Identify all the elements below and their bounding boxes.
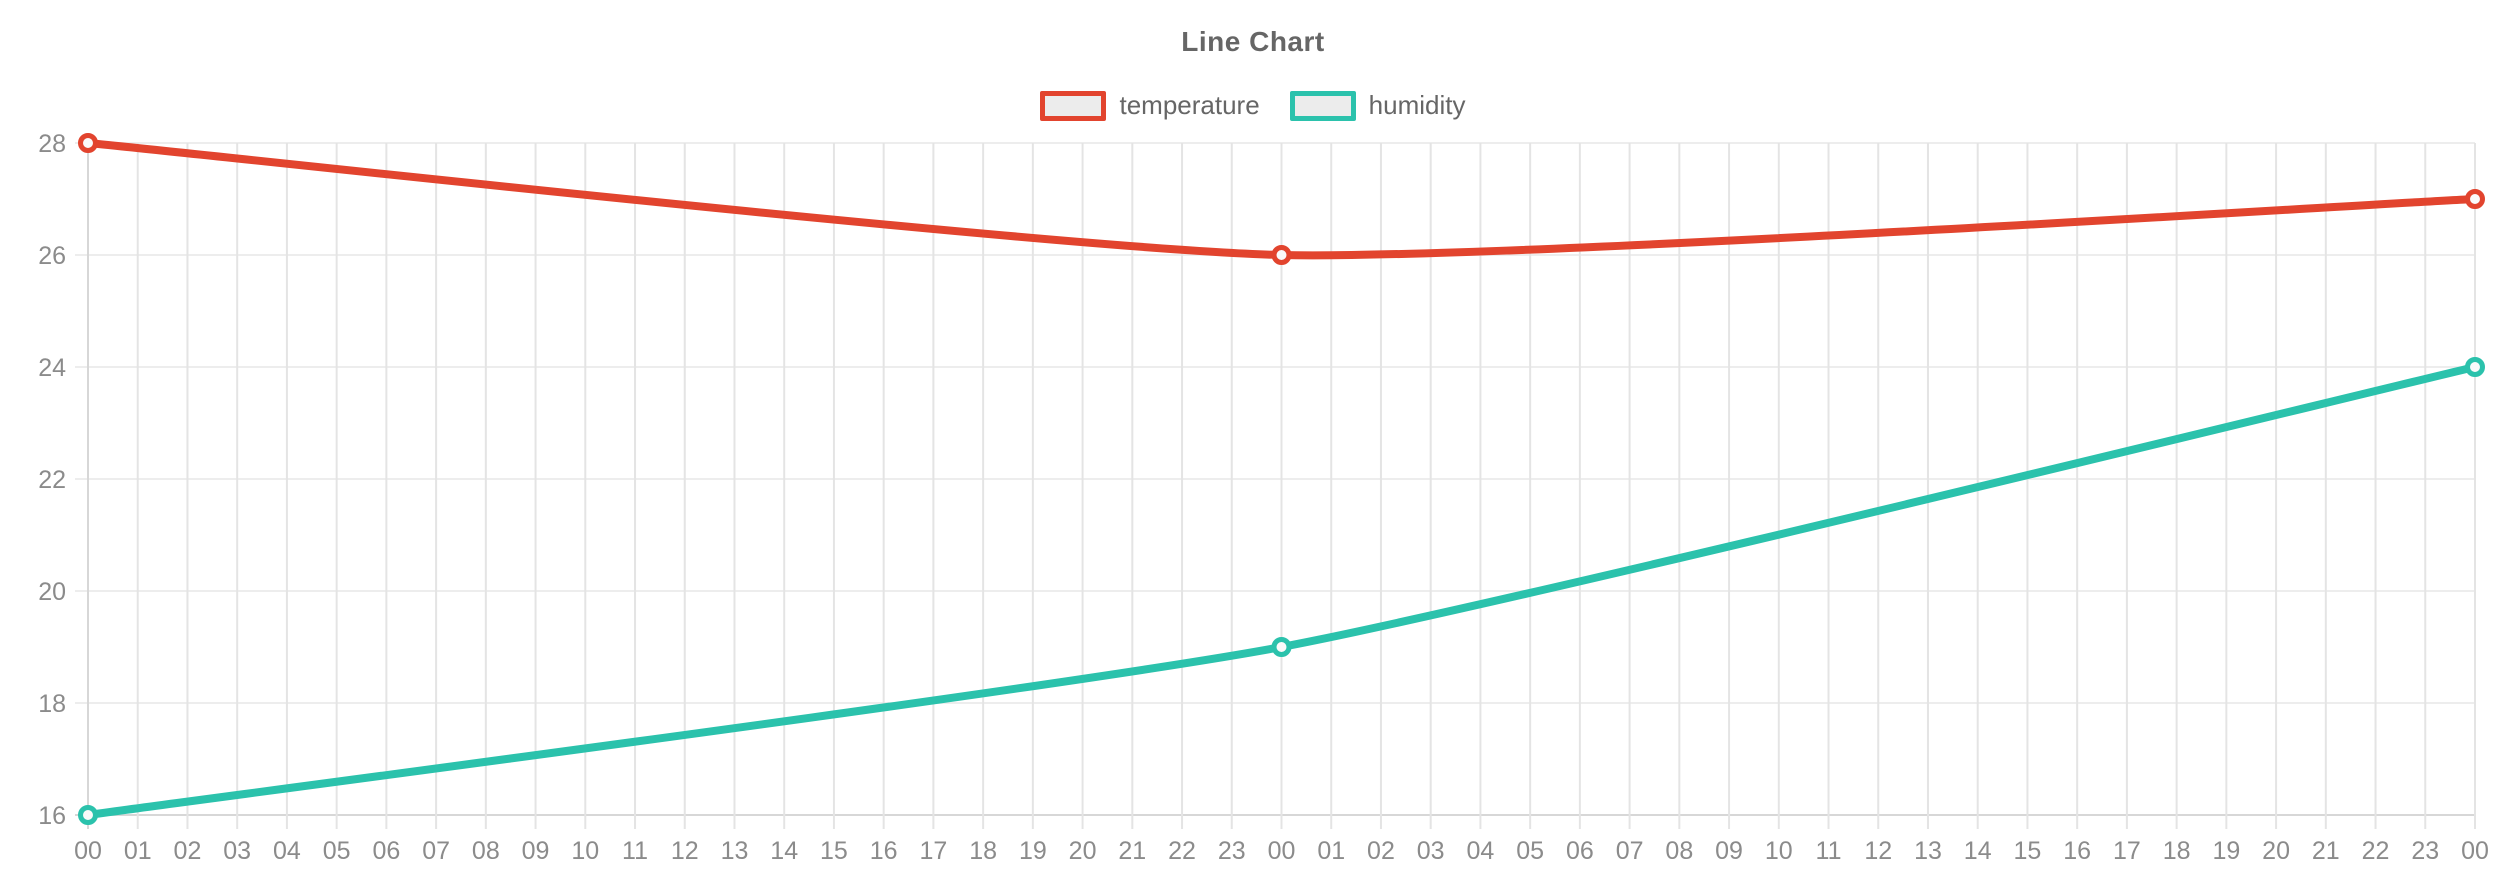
x-axis-tick-label: 05 bbox=[323, 837, 351, 865]
legend-item-temperature[interactable]: temperature bbox=[1040, 90, 1260, 121]
legend-swatch-humidity bbox=[1289, 90, 1356, 121]
x-axis-tick-label: 13 bbox=[721, 837, 749, 865]
x-axis-tick-label: 03 bbox=[1417, 837, 1445, 865]
y-axis-tick-label: 24 bbox=[38, 354, 66, 382]
data-point-humidity-0[interactable] bbox=[78, 805, 98, 825]
x-axis-tick-label: 01 bbox=[1317, 837, 1345, 865]
gridlines bbox=[75, 142, 2476, 829]
series-points bbox=[78, 133, 2485, 825]
data-point-temperature-1[interactable] bbox=[1271, 245, 1292, 265]
data-point-humidity-2[interactable] bbox=[2465, 357, 2485, 377]
x-axis-tick-label: 06 bbox=[372, 837, 400, 865]
x-axis-tick-label: 06 bbox=[1566, 837, 1594, 865]
x-axis-tick-label: 07 bbox=[1616, 837, 1644, 865]
x-axis-tick-label: 23 bbox=[2411, 837, 2439, 865]
legend-item-humidity[interactable]: humidity bbox=[1289, 90, 1466, 121]
x-axis-tick-label: 00 bbox=[1268, 837, 1296, 865]
x-axis-tick-label: 22 bbox=[2362, 837, 2390, 865]
x-axis-tick-label: 10 bbox=[571, 837, 599, 865]
x-axis-tick-label: 21 bbox=[1118, 837, 1146, 865]
x-axis-tick-label: 00 bbox=[74, 837, 102, 865]
data-point-humidity-1[interactable] bbox=[1271, 637, 1292, 657]
data-point-temperature-0[interactable] bbox=[78, 133, 98, 153]
x-axis-tick-label: 18 bbox=[969, 837, 997, 865]
legend: temperature humidity bbox=[0, 90, 2506, 121]
x-axis-tick-label: 02 bbox=[174, 837, 202, 865]
x-axis-tick-label: 21 bbox=[2312, 837, 2340, 865]
x-axis-tick-label: 09 bbox=[522, 837, 550, 865]
x-axis-tick-label: 16 bbox=[2063, 837, 2091, 865]
y-axis-tick-label: 18 bbox=[38, 690, 66, 718]
x-axis-tick-label: 13 bbox=[1914, 837, 1942, 865]
x-axis-tick-label: 07 bbox=[422, 837, 450, 865]
x-axis-tick-label: 10 bbox=[1765, 837, 1793, 865]
data-point-temperature-2[interactable] bbox=[2465, 189, 2485, 209]
x-axis-tick-label: 02 bbox=[1367, 837, 1395, 865]
x-axis-tick-label: 16 bbox=[870, 837, 898, 865]
x-axis-tick-label: 12 bbox=[671, 837, 699, 865]
axis-labels: 16 18 20 22 24 26 28 00 01 02 03 04 05 06 07 08 09 10 11 12… bbox=[38, 130, 2489, 865]
x-axis-tick-label: 23 bbox=[1218, 837, 1246, 865]
chart-title: Line Chart bbox=[1181, 26, 1325, 57]
y-axis-tick-label: 28 bbox=[38, 130, 66, 158]
x-axis-tick-label: 08 bbox=[1665, 837, 1693, 865]
x-axis-tick-label: 17 bbox=[2113, 837, 2141, 865]
x-axis-tick-label: 00 bbox=[2461, 837, 2489, 865]
x-axis-tick-label: 19 bbox=[1019, 837, 1047, 865]
x-axis-tick-label: 01 bbox=[124, 837, 152, 865]
x-axis-tick-label: 04 bbox=[1467, 837, 1495, 865]
x-axis-tick-label: 09 bbox=[1715, 837, 1743, 865]
x-axis-tick-label: 22 bbox=[1168, 837, 1196, 865]
x-axis-tick-label: 14 bbox=[770, 837, 798, 865]
x-axis-tick-label: 11 bbox=[1816, 837, 1842, 865]
y-axis-tick-label: 20 bbox=[38, 578, 66, 606]
x-axis-tick-label: 20 bbox=[1069, 837, 1097, 865]
x-axis-tick-label: 15 bbox=[820, 837, 848, 865]
x-axis-tick-label: 17 bbox=[919, 837, 947, 865]
x-axis-tick-label: 08 bbox=[472, 837, 500, 865]
x-axis-tick-label: 20 bbox=[2262, 837, 2290, 865]
x-axis-tick-label: 03 bbox=[223, 837, 251, 865]
x-axis-tick-label: 19 bbox=[2212, 837, 2240, 865]
x-axis-tick-label: 05 bbox=[1516, 837, 1544, 865]
legend-swatch-temperature bbox=[1040, 90, 1107, 121]
x-axis-tick-label: 11 bbox=[622, 837, 648, 865]
x-axis-tick-label: 12 bbox=[1864, 837, 1892, 865]
x-axis-tick-label: 18 bbox=[2163, 837, 2191, 865]
legend-label-temperature: temperature bbox=[1119, 90, 1260, 120]
legend-label-humidity: humidity bbox=[1368, 90, 1466, 120]
x-axis-tick-label: 15 bbox=[2014, 837, 2042, 865]
y-axis-tick-label: 26 bbox=[38, 242, 66, 270]
x-axis-tick-label: 14 bbox=[1964, 837, 1992, 865]
y-axis-tick-label: 22 bbox=[38, 466, 66, 494]
y-axis-tick-label: 16 bbox=[38, 802, 66, 830]
x-axis-tick-label: 04 bbox=[273, 837, 301, 865]
